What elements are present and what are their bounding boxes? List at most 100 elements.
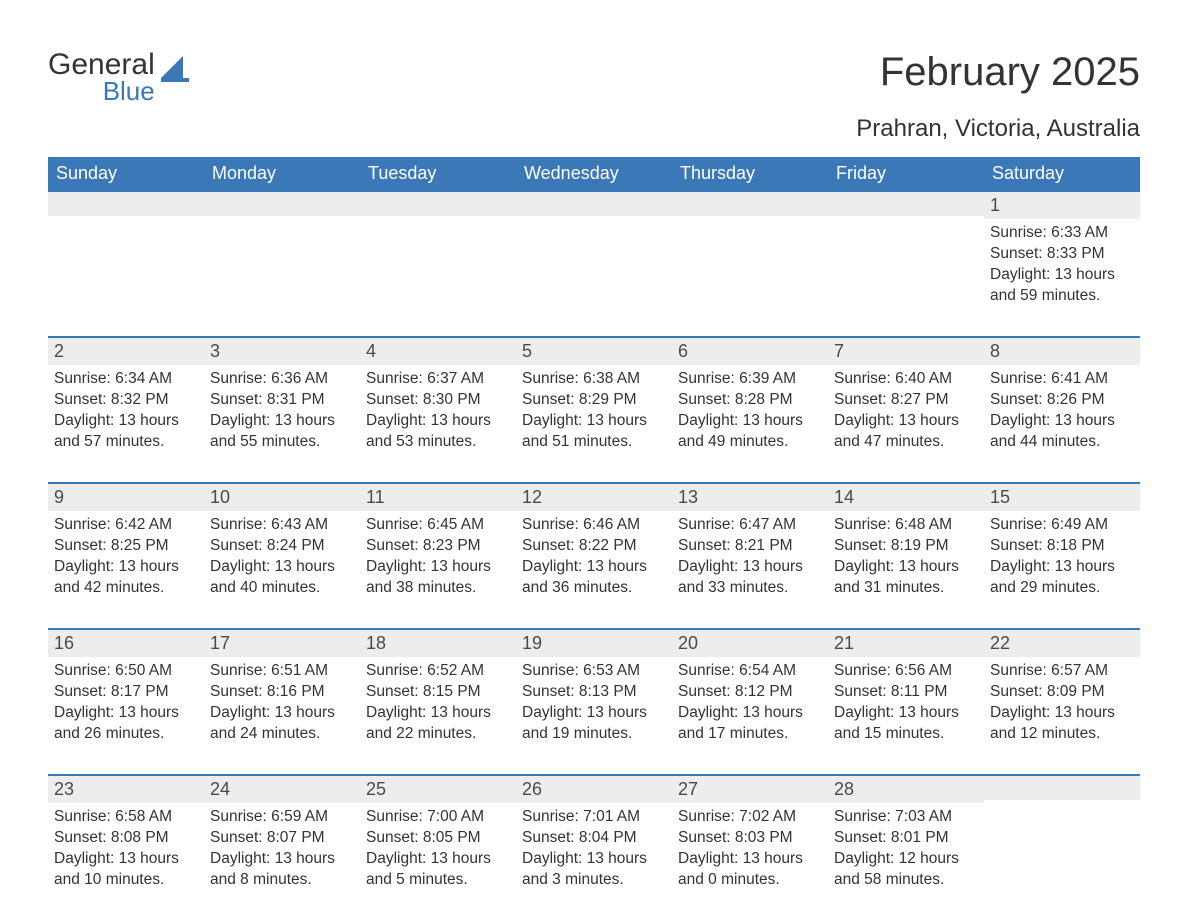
- detail-line: Sunset: 8:25 PM: [54, 536, 198, 557]
- calendar-week: 1Sunrise: 6:33 AMSunset: 8:33 PMDaylight…: [48, 191, 1140, 319]
- day-number: 2: [48, 338, 204, 365]
- calendar-cell: 15Sunrise: 6:49 AMSunset: 8:18 PMDayligh…: [984, 483, 1140, 611]
- weekday-header: Tuesday: [360, 157, 516, 191]
- detail-line: Sunset: 8:21 PM: [678, 536, 822, 557]
- calendar-cell: 3Sunrise: 6:36 AMSunset: 8:31 PMDaylight…: [204, 337, 360, 465]
- calendar-week: 9Sunrise: 6:42 AMSunset: 8:25 PMDaylight…: [48, 483, 1140, 611]
- calendar-cell: 10Sunrise: 6:43 AMSunset: 8:24 PMDayligh…: [204, 483, 360, 611]
- day-number: 26: [516, 776, 672, 803]
- detail-line: and 55 minutes.: [210, 432, 354, 453]
- day-details: Sunrise: 6:34 AMSunset: 8:32 PMDaylight:…: [48, 365, 204, 453]
- logo: General Blue: [48, 50, 191, 104]
- day-details: Sunrise: 6:54 AMSunset: 8:12 PMDaylight:…: [672, 657, 828, 745]
- calendar-cell: [984, 775, 1140, 903]
- detail-line: Sunrise: 6:33 AM: [990, 223, 1134, 244]
- detail-line: Sunrise: 6:49 AM: [990, 515, 1134, 536]
- detail-line: Sunset: 8:30 PM: [366, 390, 510, 411]
- calendar-header-row: SundayMondayTuesdayWednesdayThursdayFrid…: [48, 157, 1140, 191]
- detail-line: and 10 minutes.: [54, 870, 198, 891]
- day-number: 22: [984, 630, 1140, 657]
- detail-line: Sunrise: 6:36 AM: [210, 369, 354, 390]
- day-number: 14: [828, 484, 984, 511]
- day-details: Sunrise: 7:02 AMSunset: 8:03 PMDaylight:…: [672, 803, 828, 891]
- day-number: 27: [672, 776, 828, 803]
- day-details: Sunrise: 6:45 AMSunset: 8:23 PMDaylight:…: [360, 511, 516, 599]
- detail-line: Daylight: 13 hours: [990, 703, 1134, 724]
- detail-line: Daylight: 13 hours: [210, 703, 354, 724]
- day-details: Sunrise: 6:49 AMSunset: 8:18 PMDaylight:…: [984, 511, 1140, 599]
- detail-line: Sunset: 8:24 PM: [210, 536, 354, 557]
- detail-line: Sunrise: 6:34 AM: [54, 369, 198, 390]
- detail-line: and 51 minutes.: [522, 432, 666, 453]
- calendar-cell: 1Sunrise: 6:33 AMSunset: 8:33 PMDaylight…: [984, 191, 1140, 319]
- detail-line: Daylight: 13 hours: [54, 557, 198, 578]
- calendar-week: 2Sunrise: 6:34 AMSunset: 8:32 PMDaylight…: [48, 337, 1140, 465]
- detail-line: and 29 minutes.: [990, 578, 1134, 599]
- detail-line: Daylight: 13 hours: [210, 411, 354, 432]
- detail-line: Daylight: 13 hours: [210, 849, 354, 870]
- detail-line: Sunrise: 6:57 AM: [990, 661, 1134, 682]
- day-details: Sunrise: 6:58 AMSunset: 8:08 PMDaylight:…: [48, 803, 204, 891]
- weekday-header: Sunday: [48, 157, 204, 191]
- calendar-table: SundayMondayTuesdayWednesdayThursdayFrid…: [48, 157, 1140, 903]
- day-details: Sunrise: 6:38 AMSunset: 8:29 PMDaylight:…: [516, 365, 672, 453]
- detail-line: and 15 minutes.: [834, 724, 978, 745]
- detail-line: Sunrise: 6:59 AM: [210, 807, 354, 828]
- detail-line: Sunset: 8:03 PM: [678, 828, 822, 849]
- detail-line: Sunrise: 6:38 AM: [522, 369, 666, 390]
- day-number: 10: [204, 484, 360, 511]
- detail-line: Sunset: 8:09 PM: [990, 682, 1134, 703]
- day-number: [828, 192, 984, 216]
- day-number: 8: [984, 338, 1140, 365]
- logo-text: General Blue: [48, 50, 155, 104]
- detail-line: and 42 minutes.: [54, 578, 198, 599]
- detail-line: Sunrise: 6:51 AM: [210, 661, 354, 682]
- calendar-cell: 21Sunrise: 6:56 AMSunset: 8:11 PMDayligh…: [828, 629, 984, 757]
- day-details: Sunrise: 6:59 AMSunset: 8:07 PMDaylight:…: [204, 803, 360, 891]
- calendar-cell: 7Sunrise: 6:40 AMSunset: 8:27 PMDaylight…: [828, 337, 984, 465]
- calendar-cell: 27Sunrise: 7:02 AMSunset: 8:03 PMDayligh…: [672, 775, 828, 903]
- detail-line: Sunrise: 6:47 AM: [678, 515, 822, 536]
- detail-line: Sunset: 8:26 PM: [990, 390, 1134, 411]
- detail-line: Daylight: 13 hours: [366, 703, 510, 724]
- day-details: Sunrise: 7:03 AMSunset: 8:01 PMDaylight:…: [828, 803, 984, 891]
- detail-line: Sunrise: 7:03 AM: [834, 807, 978, 828]
- calendar-cell: 6Sunrise: 6:39 AMSunset: 8:28 PMDaylight…: [672, 337, 828, 465]
- day-details: Sunrise: 6:36 AMSunset: 8:31 PMDaylight:…: [204, 365, 360, 453]
- detail-line: and 17 minutes.: [678, 724, 822, 745]
- day-details: Sunrise: 6:43 AMSunset: 8:24 PMDaylight:…: [204, 511, 360, 599]
- day-number: 4: [360, 338, 516, 365]
- detail-line: Sunrise: 6:52 AM: [366, 661, 510, 682]
- detail-line: and 12 minutes.: [990, 724, 1134, 745]
- detail-line: and 40 minutes.: [210, 578, 354, 599]
- calendar-cell: 16Sunrise: 6:50 AMSunset: 8:17 PMDayligh…: [48, 629, 204, 757]
- detail-line: Sunset: 8:29 PM: [522, 390, 666, 411]
- detail-line: Sunset: 8:19 PM: [834, 536, 978, 557]
- calendar-cell: 25Sunrise: 7:00 AMSunset: 8:05 PMDayligh…: [360, 775, 516, 903]
- day-number: [984, 776, 1140, 800]
- day-details: Sunrise: 6:57 AMSunset: 8:09 PMDaylight:…: [984, 657, 1140, 745]
- detail-line: Sunrise: 6:41 AM: [990, 369, 1134, 390]
- detail-line: Daylight: 13 hours: [522, 411, 666, 432]
- detail-line: Sunset: 8:08 PM: [54, 828, 198, 849]
- day-number: 7: [828, 338, 984, 365]
- detail-line: and 31 minutes.: [834, 578, 978, 599]
- detail-line: Sunset: 8:23 PM: [366, 536, 510, 557]
- day-number: [48, 192, 204, 216]
- detail-line: and 26 minutes.: [54, 724, 198, 745]
- detail-line: and 49 minutes.: [678, 432, 822, 453]
- detail-line: and 5 minutes.: [366, 870, 510, 891]
- detail-line: Sunset: 8:27 PM: [834, 390, 978, 411]
- day-details: Sunrise: 6:33 AMSunset: 8:33 PMDaylight:…: [984, 219, 1140, 307]
- detail-line: Daylight: 13 hours: [210, 557, 354, 578]
- detail-line: Daylight: 13 hours: [522, 557, 666, 578]
- detail-line: and 33 minutes.: [678, 578, 822, 599]
- detail-line: and 57 minutes.: [54, 432, 198, 453]
- location: Prahran, Victoria, Australia: [856, 115, 1140, 143]
- calendar-cell: 18Sunrise: 6:52 AMSunset: 8:15 PMDayligh…: [360, 629, 516, 757]
- detail-line: Sunrise: 7:00 AM: [366, 807, 510, 828]
- detail-line: and 24 minutes.: [210, 724, 354, 745]
- detail-line: Daylight: 13 hours: [678, 557, 822, 578]
- day-number: 19: [516, 630, 672, 657]
- day-number: 28: [828, 776, 984, 803]
